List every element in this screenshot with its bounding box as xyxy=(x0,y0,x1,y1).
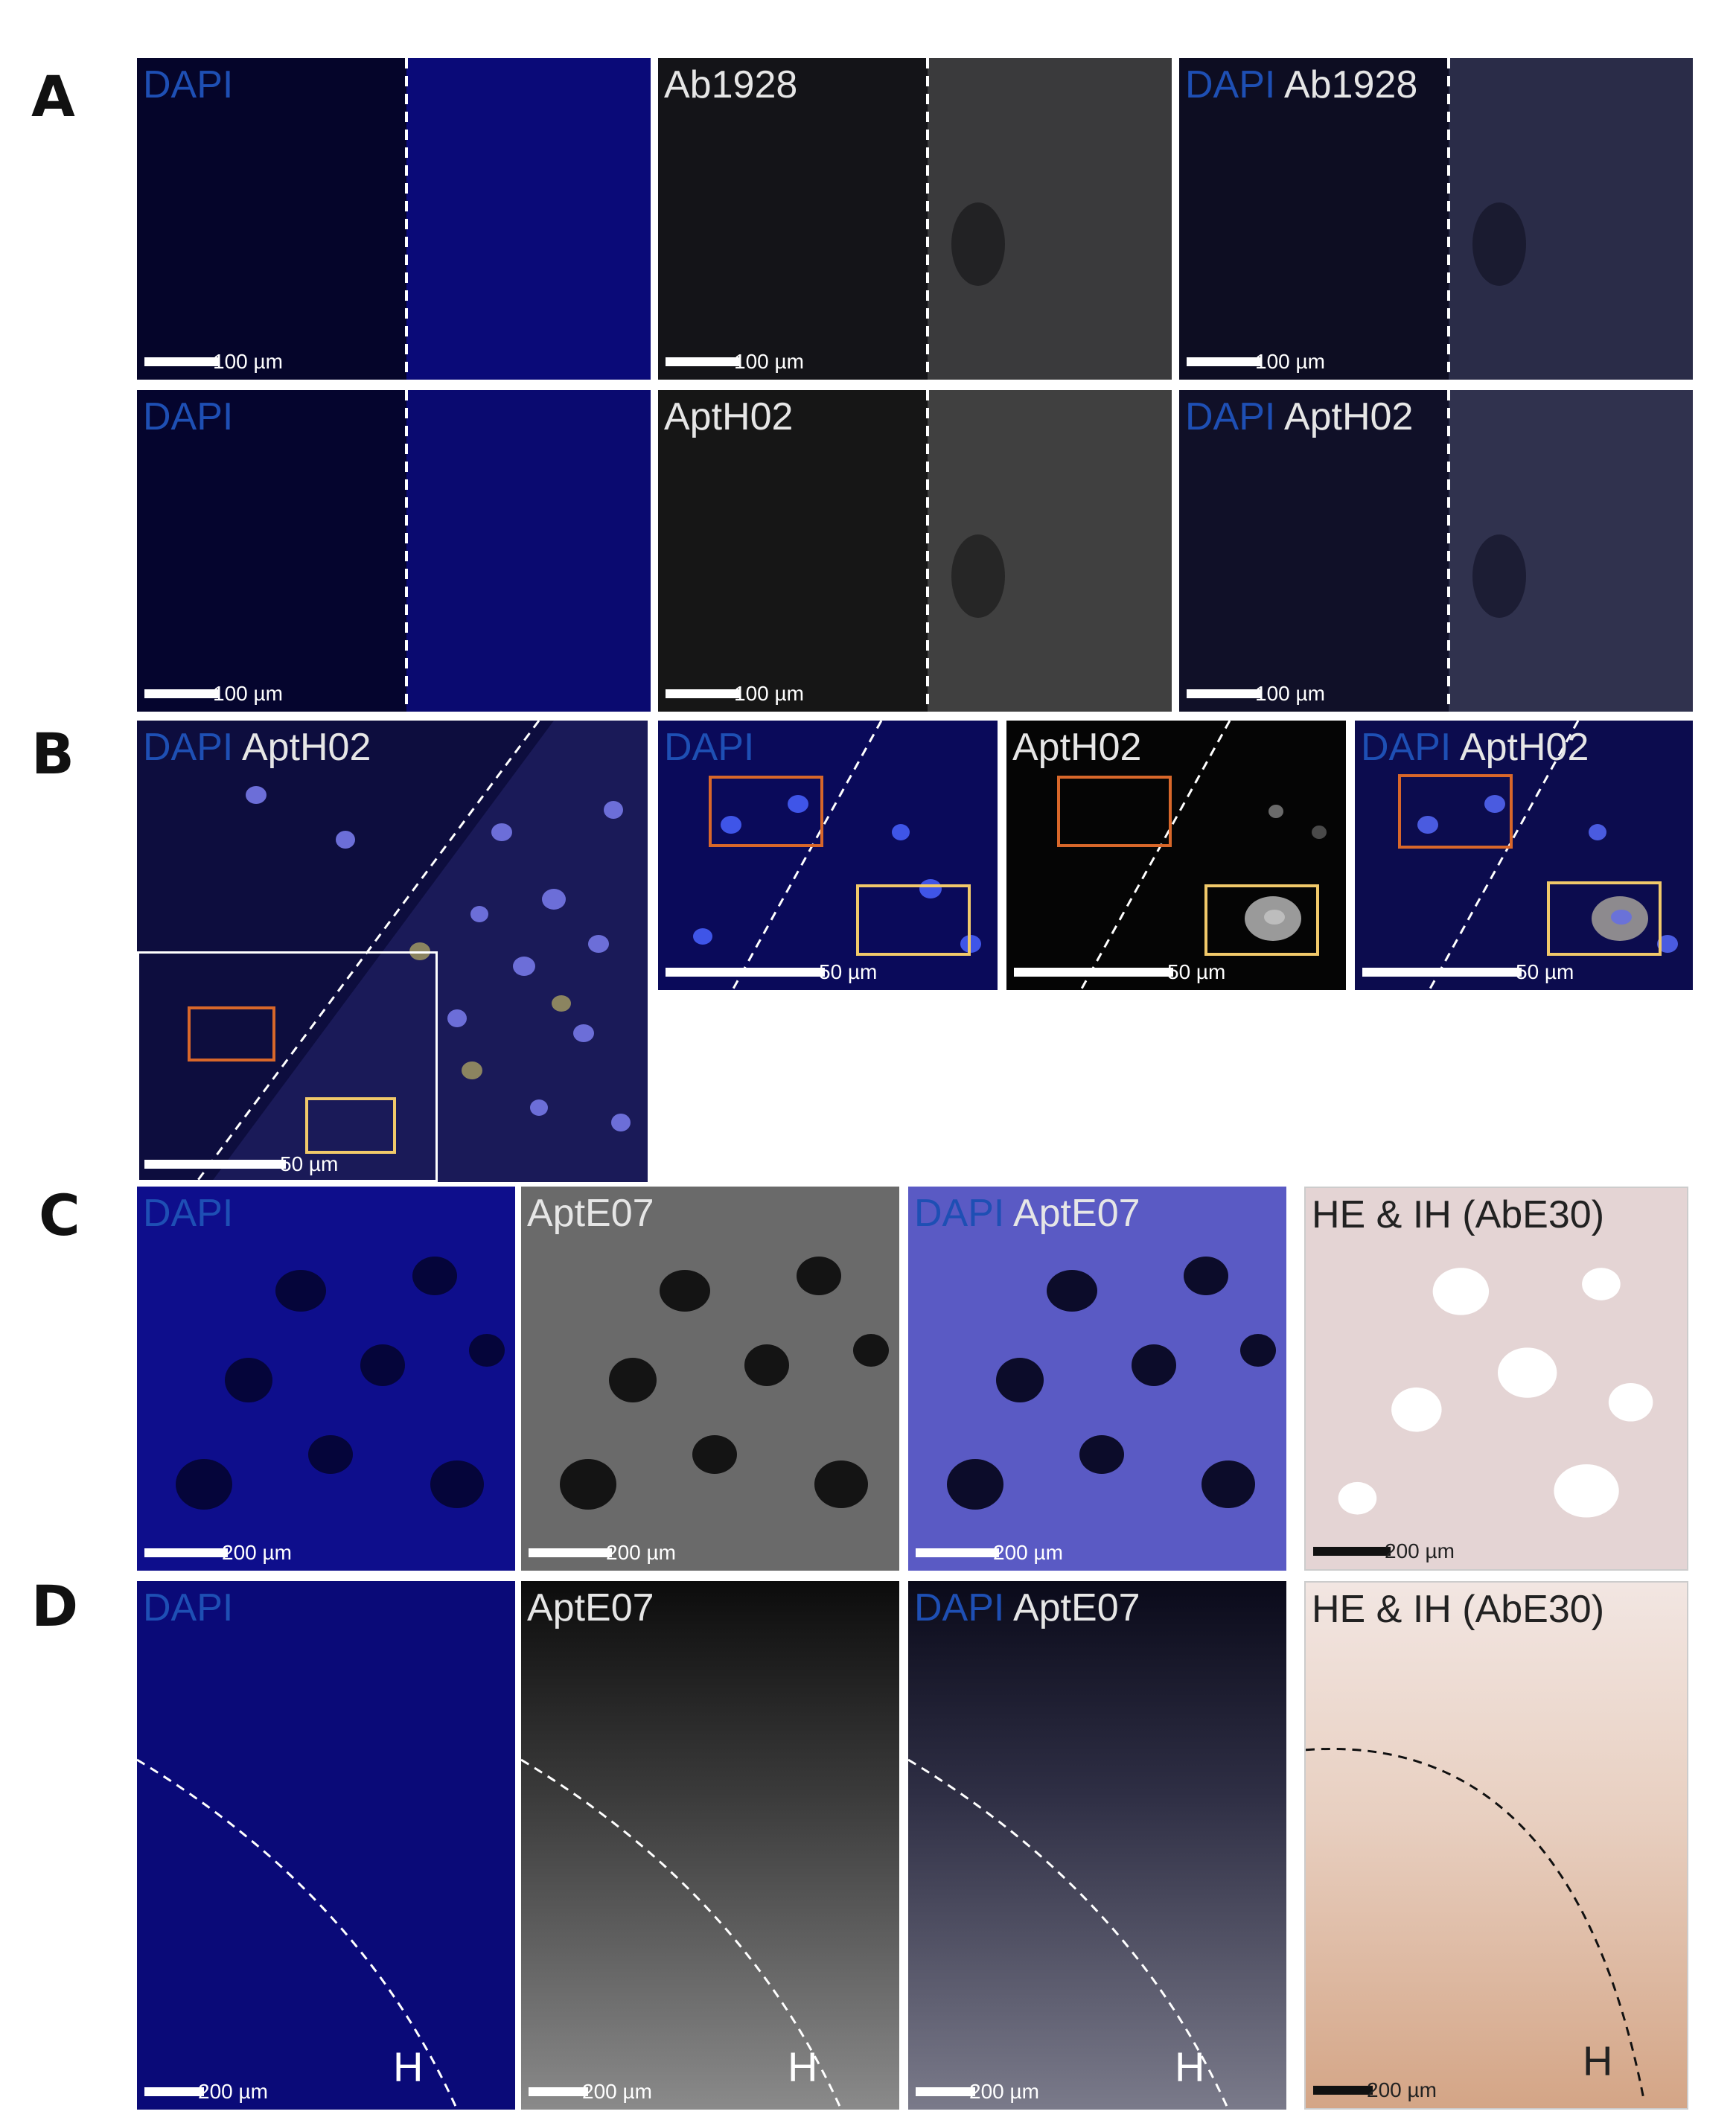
micrograph-image xyxy=(137,58,651,380)
title-ab1928: Ab1928 xyxy=(1283,63,1418,106)
title-apte07: AptE07 xyxy=(527,1192,654,1235)
panel-b4-merge: DAPI AptH02 50 µm xyxy=(1355,721,1693,990)
title-dapi: DAPI xyxy=(143,1586,234,1629)
panel-d2-apte07: AptE07 H 200 µm xyxy=(521,1581,899,2110)
title-dapi: DAPI xyxy=(143,726,234,769)
scale-bar: 100 µm xyxy=(144,682,283,706)
yellow-roi-box xyxy=(305,1097,396,1154)
panel-c4-he-ih: HE & IH (AbE30) 200 µm xyxy=(1304,1187,1688,1571)
title-apth02: AptH02 xyxy=(1283,395,1414,438)
panel-c1-dapi: DAPI 200 µm xyxy=(137,1187,515,1571)
scale-bar: 50 µm xyxy=(144,1152,338,1176)
title-dapi: DAPI xyxy=(1361,726,1452,769)
title-dapi: DAPI xyxy=(664,726,755,769)
scale-bar: 200 µm xyxy=(1313,1539,1455,1563)
title-apth02: AptH02 xyxy=(1012,726,1142,769)
title-dapi: DAPI xyxy=(143,395,234,438)
panel-a5-apth02: AptH02 100 µm xyxy=(658,390,1172,712)
panel-b1-merge: DAPI AptH02 50 µm xyxy=(137,721,648,1182)
micrograph-image xyxy=(1179,58,1693,380)
panel-d1-dapi: DAPI H 200 µm xyxy=(137,1581,515,2110)
scale-bar: 200 µm xyxy=(529,1541,676,1565)
micrograph-image xyxy=(1006,721,1346,990)
micrograph-image xyxy=(908,1581,1286,2110)
scale-bar: 200 µm xyxy=(1313,2078,1437,2102)
scale-bar: 50 µm xyxy=(666,960,877,984)
scale-bar: 100 µm xyxy=(666,350,804,374)
panel-d3-merge: DAPI AptE07 H 200 µm xyxy=(908,1581,1286,2110)
region-h-label: H xyxy=(1175,2043,1205,2090)
micrograph-image xyxy=(521,1187,899,1571)
scale-bar: 50 µm xyxy=(1014,960,1225,984)
orange-roi-box xyxy=(1057,776,1172,847)
scale-bar: 200 µm xyxy=(144,1541,292,1565)
micrograph-image xyxy=(137,390,651,712)
yellow-roi-box xyxy=(1547,881,1662,956)
zoom-inset xyxy=(137,951,438,1182)
scale-bar: 100 µm xyxy=(1187,350,1325,374)
micrograph-image xyxy=(137,1581,515,2110)
scale-bar: 100 µm xyxy=(666,682,804,706)
micrograph-image xyxy=(658,58,1172,380)
panel-d4-he-ih: HE & IH (AbE30) H 200 µm xyxy=(1304,1581,1688,2110)
title-dapi: DAPI xyxy=(1185,63,1276,106)
orange-roi-box xyxy=(188,1006,275,1062)
panel-label-d: D xyxy=(31,1573,79,1639)
orange-roi-box xyxy=(709,776,823,847)
title-apte07: AptE07 xyxy=(1012,1586,1140,1629)
title-he-ih: HE & IH (AbE30) xyxy=(1312,1588,1605,1631)
scale-bar: 200 µm xyxy=(916,1541,1063,1565)
title-dapi: DAPI xyxy=(914,1192,1005,1235)
panel-b2-dapi: DAPI 50 µm xyxy=(658,721,998,990)
micrograph-image xyxy=(1355,721,1693,990)
micrograph-image xyxy=(908,1187,1286,1571)
title-apth02: AptH02 xyxy=(664,395,794,438)
panel-a1-dapi: DAPI 100 µm xyxy=(137,58,651,380)
panel-a6-merge: DAPI AptH02 100 µm xyxy=(1179,390,1693,712)
micrograph-image xyxy=(1179,390,1693,712)
micrograph-image xyxy=(658,390,1172,712)
title-dapi: DAPI xyxy=(143,1192,234,1235)
title-dapi: DAPI xyxy=(143,63,234,106)
region-h-label: H xyxy=(393,2043,424,2090)
title-he-ih: HE & IH (AbE30) xyxy=(1312,1193,1605,1236)
scale-bar: 200 µm xyxy=(916,2080,1039,2104)
panel-a2-ab1928: Ab1928 100 µm xyxy=(658,58,1172,380)
micrograph-image xyxy=(521,1581,899,2110)
scale-bar: 100 µm xyxy=(144,350,283,374)
micrograph-image xyxy=(1306,1583,1687,2108)
micrograph-image xyxy=(658,721,998,990)
title-apte07: AptE07 xyxy=(527,1586,654,1629)
micrograph-image xyxy=(1306,1188,1687,1569)
scale-bar: 50 µm xyxy=(1362,960,1574,984)
panel-label-c: C xyxy=(39,1182,80,1248)
title-apth02: AptH02 xyxy=(241,726,371,769)
scale-bar: 200 µm xyxy=(144,2080,268,2104)
title-apth02: AptH02 xyxy=(1459,726,1589,769)
scale-bar: 200 µm xyxy=(529,2080,652,2104)
panel-b3-apth02: AptH02 50 µm xyxy=(1006,721,1346,990)
panel-c2-apte07: AptE07 200 µm xyxy=(521,1187,899,1571)
title-dapi: DAPI xyxy=(1185,395,1276,438)
orange-roi-box xyxy=(1398,774,1513,849)
title-ab1928: Ab1928 xyxy=(664,63,798,106)
panel-label-b: B xyxy=(31,721,74,787)
micrograph-image xyxy=(137,1187,515,1571)
panel-a4-dapi: DAPI 100 µm xyxy=(137,390,651,712)
region-h-label: H xyxy=(788,2043,818,2090)
title-apte07: AptE07 xyxy=(1012,1192,1140,1235)
yellow-roi-box xyxy=(856,884,971,956)
title-dapi: DAPI xyxy=(914,1586,1005,1629)
yellow-roi-box xyxy=(1204,884,1319,956)
panel-a3-merge: DAPI Ab1928 100 µm xyxy=(1179,58,1693,380)
scale-bar: 100 µm xyxy=(1187,682,1325,706)
panel-label-a: A xyxy=(31,63,75,130)
panel-c3-merge: DAPI AptE07 200 µm xyxy=(908,1187,1286,1571)
region-h-label: H xyxy=(1583,2037,1613,2084)
